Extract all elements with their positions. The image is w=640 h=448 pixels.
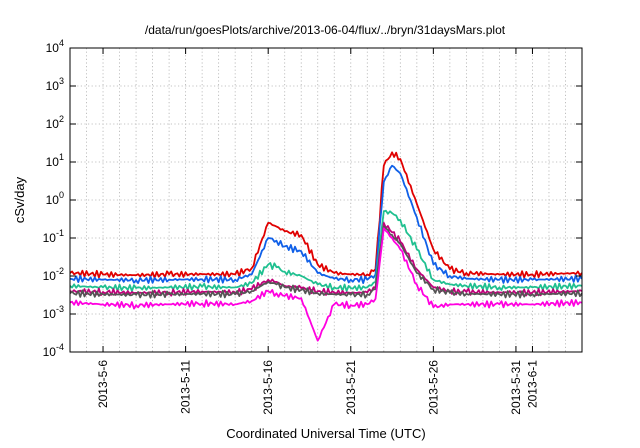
- chart-title: /data/run/goesPlots/archive/2013-06-04/f…: [145, 23, 506, 37]
- y-tick-label: 104: [46, 38, 64, 55]
- series-group: [69, 151, 583, 342]
- series-line-1: [69, 151, 583, 279]
- grid: [70, 48, 582, 352]
- x-tick-label: 2013-5-11: [179, 360, 193, 414]
- series-line-6: [69, 227, 583, 342]
- y-tick-label: 100: [46, 190, 64, 207]
- y-tick-label: 10-2: [43, 266, 64, 283]
- x-tick-label: 2013-6-1: [525, 360, 539, 408]
- x-tick-label: 2013-5-31: [509, 360, 523, 415]
- y-axis-label: cSv/day: [12, 176, 27, 223]
- y-tick-label: 103: [46, 76, 64, 93]
- y-tick-label: 101: [46, 152, 64, 169]
- x-tick-label: 2013-5-6: [96, 360, 110, 408]
- series-line-2: [69, 164, 583, 284]
- x-axis-ticks: 2013-5-6 2013-5-11 2013-5-16 2013-5-21 2013-…: [96, 48, 539, 415]
- x-tick-label: 2013-5-16: [261, 360, 275, 415]
- x-tick-label: 2013-5-21: [344, 360, 358, 415]
- series-line-3: [69, 209, 583, 293]
- x-axis-label: Coordinated Universal Time (UTC): [226, 426, 425, 441]
- series-line-5: [69, 225, 583, 299]
- y-tick-label: 10-4: [43, 342, 64, 359]
- x-tick-label: 2013-5-26: [426, 360, 440, 415]
- y-tick-label: 102: [46, 114, 64, 131]
- y-tick-label: 10-3: [43, 304, 64, 321]
- series-line-4: [69, 222, 583, 297]
- y-tick-label: 10-1: [43, 228, 64, 245]
